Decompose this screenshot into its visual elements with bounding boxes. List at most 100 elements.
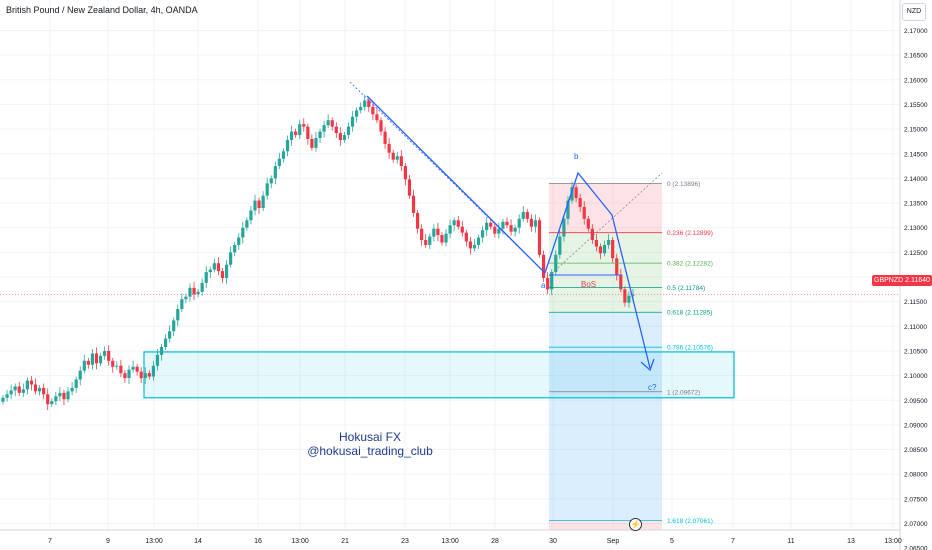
candle-body <box>237 237 241 245</box>
y-tick-label: 2.12500 <box>904 250 928 257</box>
candle-body <box>139 371 143 379</box>
lightning-icon[interactable]: ⚡ <box>629 518 642 531</box>
wave-path <box>544 171 651 369</box>
candle-body <box>86 360 90 365</box>
candle-body <box>472 244 477 249</box>
candle-body <box>310 138 314 148</box>
arrow-head <box>640 358 655 372</box>
candle-body <box>13 386 17 391</box>
candle-body <box>403 166 407 180</box>
fib-level-label: 1.618 (2.07061) <box>667 518 713 525</box>
y-tick-label: 2.07000 <box>904 521 928 528</box>
fib-level-label: 0 (2.13896) <box>667 181 700 188</box>
candle-body <box>257 200 261 208</box>
y-tick-label: 2.17000 <box>904 28 928 35</box>
y-tick-label: 2.16500 <box>904 53 928 60</box>
candle-body <box>326 120 330 126</box>
candle-body <box>103 350 107 356</box>
candle-body <box>42 387 46 395</box>
candle-body <box>350 116 355 127</box>
currency-button[interactable]: NZD <box>902 3 926 21</box>
candle-body <box>399 156 403 167</box>
candle-body <box>302 124 306 127</box>
candle-body <box>497 228 501 234</box>
candle-body <box>5 394 9 398</box>
candle-body <box>66 391 70 400</box>
candle-body <box>578 198 582 207</box>
x-tick-label: 13:00 <box>441 538 459 545</box>
candle-body <box>17 386 21 393</box>
candle-body <box>58 392 62 397</box>
candle-body <box>537 220 542 255</box>
candle-body <box>602 244 607 254</box>
candle-body <box>582 206 586 219</box>
watermark-title: Hokusai FX <box>338 430 402 444</box>
candle-body <box>212 263 216 270</box>
candle-body <box>464 232 468 242</box>
candle-body <box>265 183 269 196</box>
candle-body <box>342 135 347 140</box>
y-axis: 2.17000 2.16500 2.16000 2.15500 2.15000 2.145… <box>904 28 928 550</box>
candle-body <box>395 156 399 160</box>
candle-body <box>501 221 505 229</box>
candle-body <box>546 277 550 290</box>
candle-body <box>436 228 440 236</box>
candle-body <box>192 287 196 295</box>
candle-body <box>204 272 208 283</box>
x-tick-label: 13 <box>847 538 855 545</box>
candle-body <box>558 236 562 255</box>
candle-body <box>444 233 448 243</box>
candle-body <box>54 396 58 402</box>
candle-body <box>33 384 38 392</box>
y-tick-label: 2.13000 <box>904 225 928 232</box>
candle-body <box>363 100 367 107</box>
candle-body <box>322 125 326 132</box>
candle-body <box>281 151 286 159</box>
candle-body <box>529 218 533 227</box>
candle-body <box>440 235 444 243</box>
candle-body <box>513 227 517 232</box>
candle-body <box>298 124 302 136</box>
candle-body <box>249 210 253 221</box>
candle-body <box>420 228 424 241</box>
x-tick-label: 30 <box>549 538 557 545</box>
y-tick-label: 2.06500 <box>904 546 928 550</box>
fib-level-label: 1 (2.09672) <box>667 389 700 396</box>
candle-body <box>448 225 452 234</box>
candle-body <box>493 226 497 234</box>
candle-body <box>180 299 184 310</box>
fib-level-label: 0.382 (2.12282) <box>667 261 713 268</box>
y-tick-label: 2.08000 <box>904 472 928 479</box>
candle-body <box>245 220 249 228</box>
symbol-label: GBPNZD <box>874 277 904 284</box>
candle-body <box>607 240 611 245</box>
candle-body <box>521 211 525 219</box>
candle-body <box>432 228 436 237</box>
candle-body <box>619 274 623 290</box>
candles <box>1 94 635 411</box>
candle-body <box>598 246 603 254</box>
demand-zone <box>143 351 735 399</box>
point-a-label: a <box>541 281 546 290</box>
candle-body <box>229 252 233 265</box>
candle-body <box>184 296 188 300</box>
candle-body <box>155 354 160 366</box>
candle-body <box>1 397 5 402</box>
candle-body <box>541 254 546 278</box>
candle-body <box>533 220 538 227</box>
y-tick-label: 2.11500 <box>904 299 927 306</box>
candle-body <box>46 394 50 405</box>
candle-body <box>90 353 95 365</box>
drawings <box>349 81 663 372</box>
y-tick-label: 2.09000 <box>904 422 928 429</box>
candle-body <box>119 365 123 374</box>
candle-body <box>485 222 489 231</box>
candle-body <box>383 131 387 144</box>
candle-body <box>289 131 294 140</box>
y-tick-label: 2.15000 <box>904 127 928 134</box>
x-tick-label: 11 <box>787 538 794 545</box>
x-tick-label: 7 <box>48 538 52 545</box>
fib-levels: 0 (2.13896) 0.236 (2.12899) 0.382 (2.12282… <box>549 181 713 525</box>
fib-zone-red-bottom <box>549 520 662 530</box>
